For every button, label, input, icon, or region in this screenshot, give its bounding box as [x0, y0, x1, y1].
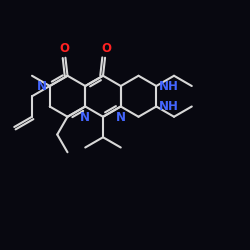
Text: O: O [101, 42, 111, 55]
Text: N: N [80, 111, 90, 124]
Text: NH: NH [159, 80, 179, 92]
Text: N: N [37, 80, 47, 92]
Text: NH: NH [159, 100, 179, 113]
Text: O: O [59, 42, 69, 55]
Text: N: N [116, 111, 126, 124]
